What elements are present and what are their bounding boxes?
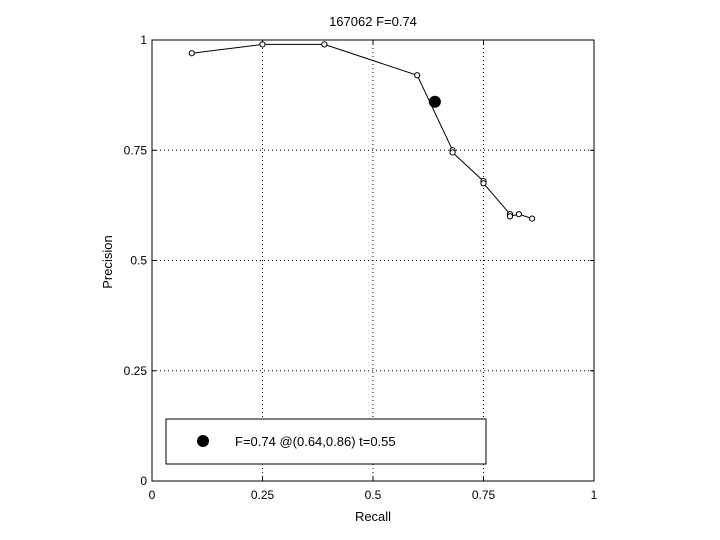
y-tick-label: 0.25 [124,364,148,378]
legend: F=0.74 @(0.64,0.86) t=0.55 [165,418,487,465]
series-layer [188,41,536,222]
series-point [321,41,328,48]
y-tick-label: 1 [140,33,147,47]
series-point [515,211,522,218]
x-axis-label: Recall [355,509,391,524]
series-point [480,180,487,187]
y-tick-label: 0.5 [130,254,147,268]
chart-title: 167062 F=0.74 [329,14,417,29]
legend-marker [197,435,209,447]
x-tick-label: 0.5 [365,488,382,502]
x-tick-label: 0 [149,488,156,502]
series-point [414,72,421,79]
x-tick-label: 1 [591,488,598,502]
series-point [259,41,266,48]
x-tick-label: 0.25 [251,488,275,502]
series-point [449,149,456,156]
best-f-point [428,95,441,108]
legend-entry-label: F=0.74 @(0.64,0.86) t=0.55 [235,434,396,449]
series-point [506,213,514,220]
y-tick-label: 0.75 [124,143,148,157]
x-tick-label: 0.75 [472,488,496,502]
y-axis-label: Precision [100,235,115,288]
series-point [188,50,195,57]
series-point [529,215,536,222]
y-tick-label: 0 [140,474,147,488]
grid-layer [152,40,594,481]
ticks-layer: 0 0.25 0.5 0.75 1 0 0.25 0.5 0.75 1 [124,33,598,502]
legend-box [165,418,487,465]
